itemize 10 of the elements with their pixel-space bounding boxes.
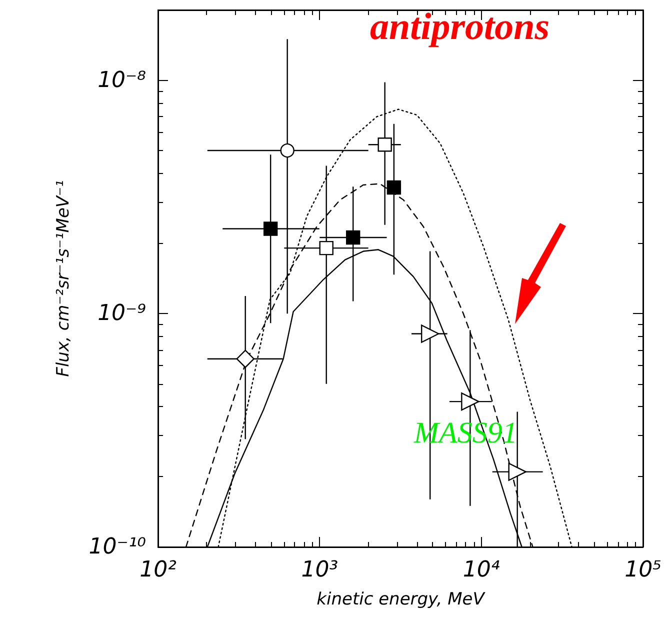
x-axis-title: kinetic energy, MeV — [316, 590, 486, 610]
annotation: antiprotons — [370, 6, 550, 48]
y-tick-label: 10⁻⁹ — [98, 301, 146, 326]
y-tick-label: 10⁻¹⁰ — [88, 534, 146, 560]
x-tick-label: 10⁵ — [624, 558, 662, 582]
y-axis-title: Flux, cm⁻²sr⁻¹s⁻¹MeV⁻¹ — [54, 180, 74, 377]
x-tick-label: 10⁴ — [462, 558, 500, 582]
x-tick-label: 10³ — [301, 558, 338, 582]
y-tick-label: 10⁻⁸ — [98, 68, 146, 93]
x-tick-label: 10² — [140, 558, 177, 582]
